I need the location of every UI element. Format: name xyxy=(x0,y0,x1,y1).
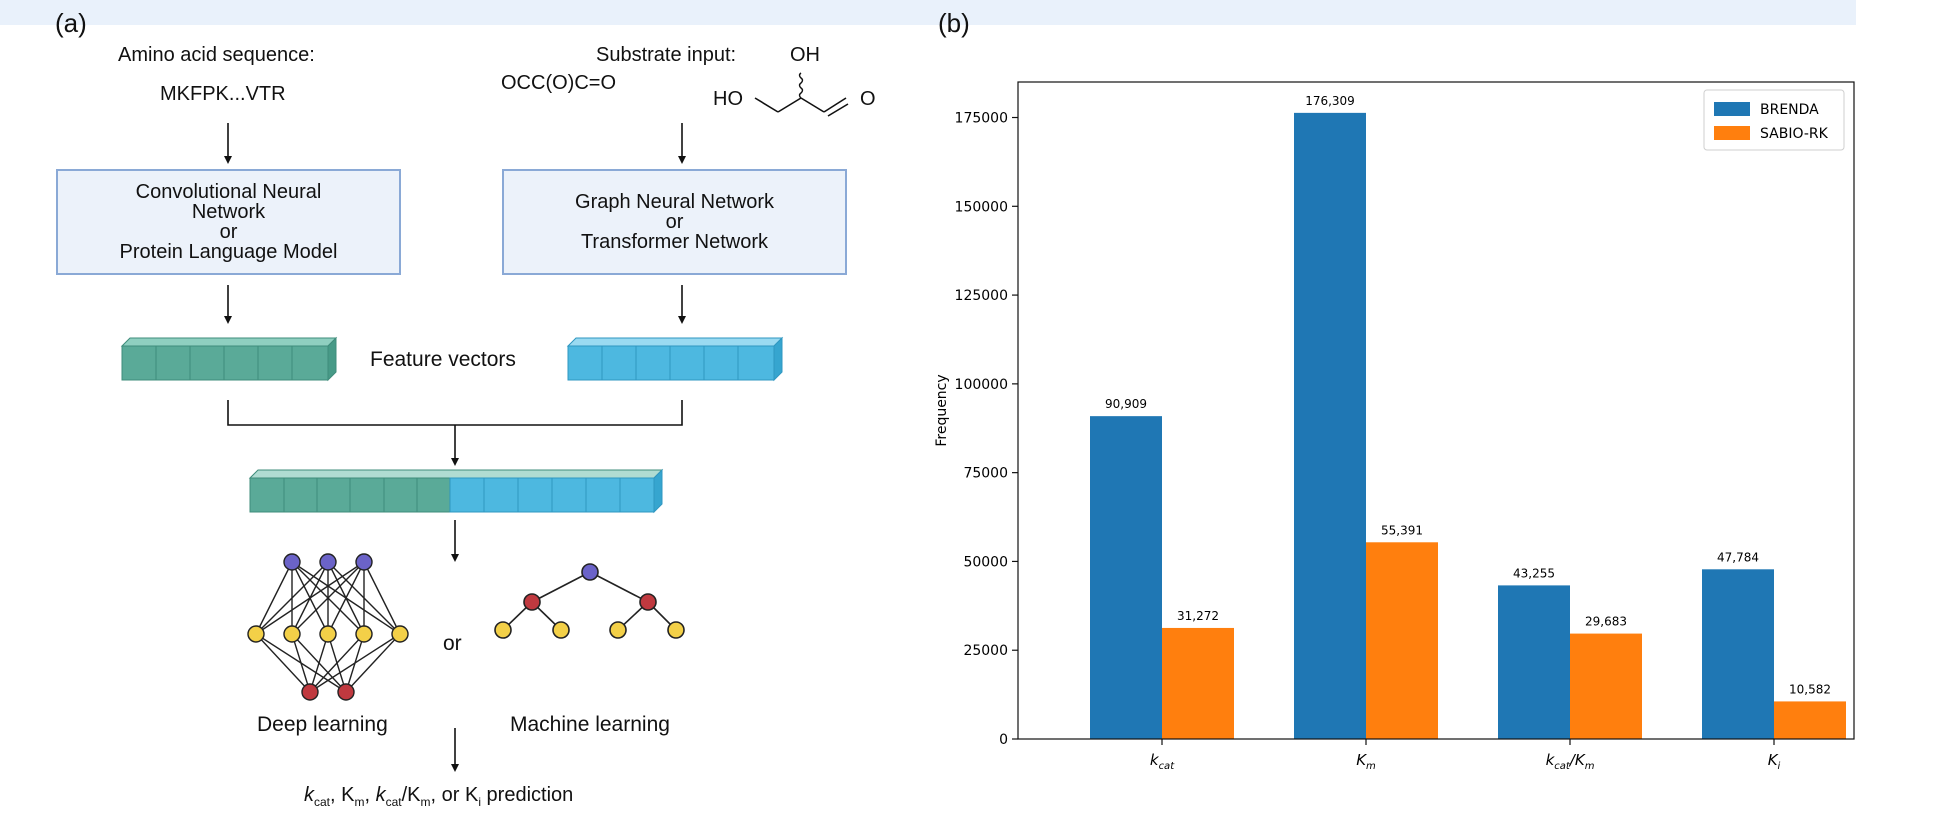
y-tick-label: 150000 xyxy=(955,199,1008,215)
deep-learning-network xyxy=(247,553,409,701)
frequency-bar-chart: 90,909 31,272 176,309 55,391 43,255 29,683 47,… xyxy=(934,81,1855,772)
amino-acid-title: Amino acid sequence: xyxy=(118,44,315,66)
y-tick-label: 0 xyxy=(999,732,1008,748)
flow-arrows xyxy=(224,123,686,772)
pred-sep2: , xyxy=(364,784,376,806)
cnn-line1: Convolutional Neural xyxy=(135,181,322,203)
bar-sabio-rk-0 xyxy=(1162,627,1234,739)
cnn-line2: Network xyxy=(191,201,266,223)
amino-acid-sequence: MKFPK...VTR xyxy=(160,83,286,105)
legend-label: SABIO-RK xyxy=(1760,126,1829,142)
bond-4 xyxy=(823,97,847,113)
bar-value-label: 10,582 xyxy=(1789,682,1831,696)
bar-brenda-3 xyxy=(1702,569,1774,739)
pred-cat-sub: cat xyxy=(314,795,331,809)
y-axis-label: Frequency xyxy=(934,374,950,446)
bar-brenda-1 xyxy=(1294,112,1366,739)
x-tick-label: kcat/Km xyxy=(1546,751,1595,772)
pred-k2: k xyxy=(375,784,386,806)
panel-a-label: (a) xyxy=(55,8,87,38)
gnn-line2: or xyxy=(665,211,684,233)
y-tick-label: 25000 xyxy=(963,643,1008,659)
pred-i-sub: i xyxy=(478,795,481,809)
y-tick-label: 175000 xyxy=(955,111,1008,127)
x-tick-label: Ki xyxy=(1768,751,1781,772)
y-tick-label: 75000 xyxy=(963,466,1008,482)
protein-feature-vector xyxy=(120,336,338,382)
decision-tree xyxy=(494,563,685,639)
mol-o-right: O xyxy=(860,88,876,110)
substrate-smiles: OCC(O)C=O xyxy=(501,72,616,94)
cnn-line3: or xyxy=(219,221,238,243)
wavy-bond xyxy=(798,72,804,99)
y-tick-label: 125000 xyxy=(955,288,1008,304)
y-tick-label: 100000 xyxy=(955,377,1008,393)
substrate-feature-vector xyxy=(566,336,784,382)
legend: BRENDA SABIO-RK xyxy=(1703,89,1845,151)
legend-swatch xyxy=(1714,126,1750,140)
substrate-title: Substrate input: xyxy=(596,44,737,66)
cnn-line4: Protein Language Model xyxy=(119,241,338,263)
pred-k: k xyxy=(304,784,314,806)
bar-sabio-rk-1 xyxy=(1366,542,1438,739)
x-tick-label: kcat xyxy=(1150,751,1175,772)
pred-slash: /K xyxy=(401,784,421,806)
gnn-transformer-box: Graph Neural Network or Transformer Netw… xyxy=(502,169,847,275)
glyceraldehyde-structure xyxy=(754,72,849,117)
bar-value-label: 31,272 xyxy=(1177,609,1219,623)
bar-brenda-2 xyxy=(1498,585,1570,739)
double-bond xyxy=(827,103,849,117)
combined-feature-vector xyxy=(248,468,664,514)
bar-value-label: 55,391 xyxy=(1381,523,1423,537)
cnn-plm-box: Convolutional Neural Network or Protein … xyxy=(56,169,401,275)
mol-oh-top: OH xyxy=(790,44,820,66)
deep-learning-label: Deep learning xyxy=(257,713,388,736)
mol-ho-left: HO xyxy=(713,88,743,110)
bond-1 xyxy=(754,97,779,113)
gnn-line1: Graph Neural Network xyxy=(575,191,774,213)
bar-value-label: 29,683 xyxy=(1585,615,1627,629)
bar-value-label: 43,255 xyxy=(1513,566,1555,580)
bar-value-label: 90,909 xyxy=(1105,397,1147,411)
or-label: or xyxy=(443,632,462,655)
bond-2 xyxy=(777,97,802,113)
bar-value-label: 176,309 xyxy=(1305,94,1355,108)
model-diagrams xyxy=(247,553,685,701)
gnn-line3: Transformer Network xyxy=(580,231,769,253)
pred-end: prediction xyxy=(480,784,574,806)
pred-cat2-sub: cat xyxy=(385,795,402,809)
bond-3 xyxy=(800,97,825,113)
pred-m2-sub: m xyxy=(420,795,431,809)
pred-sep1: , K xyxy=(330,784,355,806)
plot-frame xyxy=(1017,81,1855,740)
pred-m-sub: m xyxy=(354,795,365,809)
pred-tail: , or K xyxy=(430,784,479,806)
bar-sabio-rk-3 xyxy=(1774,701,1846,739)
prediction-label: kcat, Km, kcat/Km, or Ki prediction xyxy=(304,784,573,809)
bar-value-label: 47,784 xyxy=(1717,550,1759,564)
feature-vectors xyxy=(120,336,784,514)
bar-brenda-0 xyxy=(1090,416,1162,739)
top-band xyxy=(0,0,1856,25)
legend-label: BRENDA xyxy=(1760,102,1819,118)
machine-learning-label: Machine learning xyxy=(510,713,670,736)
x-tick-label: Km xyxy=(1356,751,1376,772)
y-tick-label: 50000 xyxy=(963,554,1008,570)
feature-vectors-label: Feature vectors xyxy=(370,348,516,371)
legend-swatch xyxy=(1714,102,1750,116)
bar-sabio-rk-2 xyxy=(1570,633,1642,739)
panel-b-label: (b) xyxy=(938,8,970,38)
